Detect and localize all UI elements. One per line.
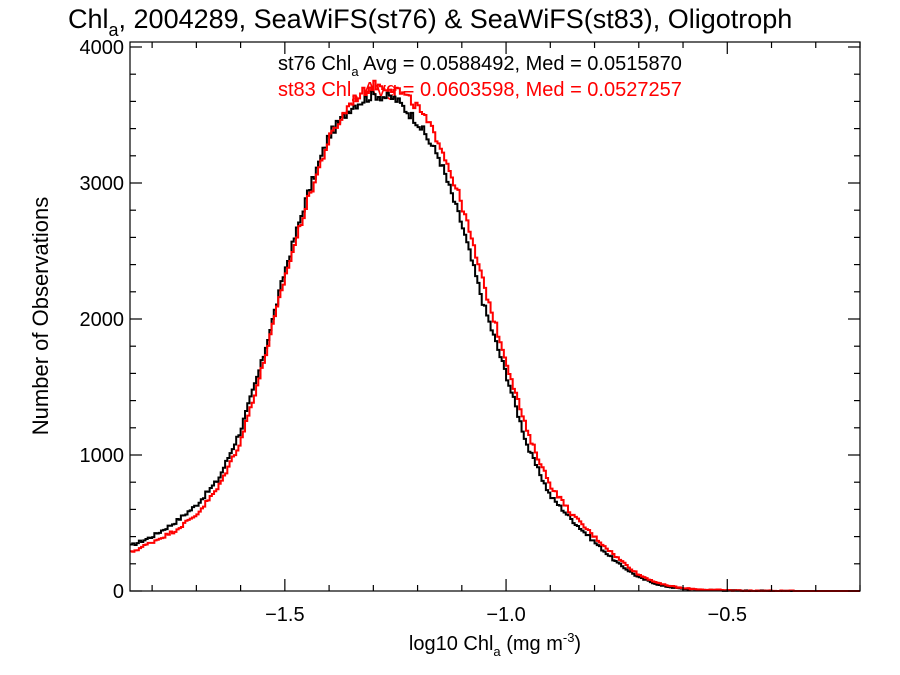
series-layer <box>130 79 860 592</box>
series-line-st83 <box>130 79 860 592</box>
title-subscript: a <box>109 20 120 40</box>
x-tick-label: −1.0 <box>486 604 525 626</box>
x-tick-label: −1.5 <box>265 604 304 626</box>
plot-frame <box>129 41 861 592</box>
legend-st76: st76 Chla Avg = 0.0588492, Med = 0.05158… <box>278 53 682 79</box>
y-tick-label: 0 <box>113 581 124 603</box>
y-axis-label: Number of Observations <box>28 197 53 435</box>
series-line-st76 <box>130 89 860 592</box>
x-tick-label: −0.5 <box>708 604 747 626</box>
y-tick-label: 1000 <box>80 445 125 467</box>
tick-layer: 0 1000 2000 3000 4000 −1.5 −1.0 −0.5 <box>80 37 861 626</box>
y-tick-label: 2000 <box>80 309 125 331</box>
y-tick-label: 4000 <box>80 37 125 59</box>
chart-title: Chla, 2004289, SeaWiFS(st76) & SeaWiFS(s… <box>68 4 792 40</box>
legend-st83: st83 Chla Avg = 0.0603598, Med = 0.05272… <box>278 79 682 105</box>
x-axis-label: log10 Chla (mg m-3) <box>409 630 581 659</box>
title-rest: , 2004289, SeaWiFS(st76) & SeaWiFS(st83)… <box>119 4 793 34</box>
y-tick-label: 3000 <box>80 173 125 195</box>
title-main: Chl <box>68 4 109 34</box>
